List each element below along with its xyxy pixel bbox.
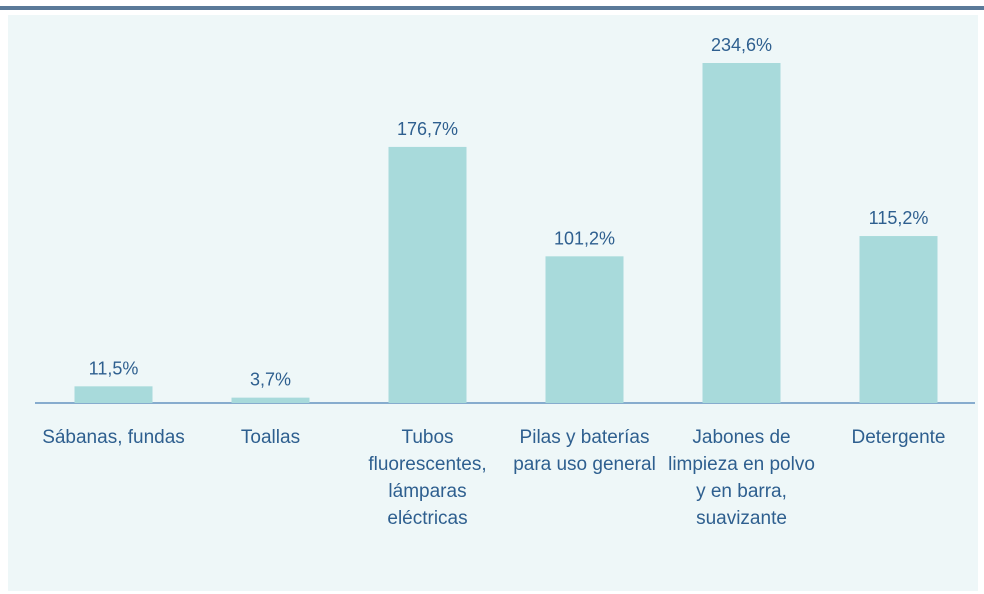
value-label: 176,7% xyxy=(397,119,458,139)
top-rule xyxy=(0,6,984,10)
bar xyxy=(231,397,310,403)
chart-panel xyxy=(8,15,978,591)
value-label: 115,2% xyxy=(869,208,929,228)
value-label: 101,2% xyxy=(554,228,615,248)
value-label: 3,7% xyxy=(250,370,291,390)
value-label: 11,5% xyxy=(89,358,139,378)
bar xyxy=(859,236,938,403)
bar xyxy=(545,256,624,403)
bar xyxy=(388,146,467,404)
x-tick-label: Pilas y baterías para uso general xyxy=(513,427,656,475)
value-label: 234,6% xyxy=(711,35,772,55)
x-tick-label: Toallas xyxy=(240,427,301,448)
x-tick-label: Detergente xyxy=(851,427,946,448)
bar xyxy=(74,386,153,403)
bar xyxy=(702,63,781,403)
x-tick-label: Sábanas, fundas xyxy=(42,427,185,448)
x-tick-label: Jabones de limpieza en polvo y en barra,… xyxy=(668,427,815,529)
x-tick-label: Tubos fluorescentes, lámparas eléctricas xyxy=(368,427,487,529)
